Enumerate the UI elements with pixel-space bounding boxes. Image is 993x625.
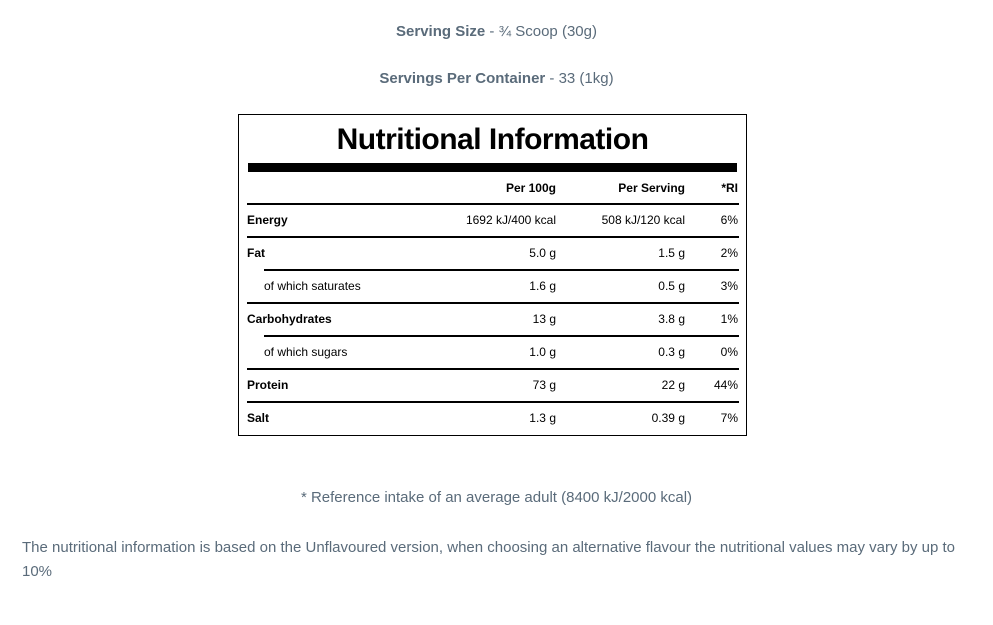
servings-per-container-line: Servings Per Container - 33 (1kg)	[0, 70, 993, 87]
row-ri: 2%	[720, 245, 738, 260]
table-row: Carbohydrates 13 g 3.8 g 1%	[247, 302, 739, 335]
servings-per-container-label: Servings Per Container	[379, 70, 546, 87]
title-divider-bar	[248, 163, 737, 172]
row-ri: 1%	[720, 311, 738, 326]
column-header-per-100g: Per 100g	[505, 180, 556, 195]
table-row: of which sugars 1.0 g 0.3 g 0%	[247, 335, 739, 368]
table-row: Salt 1.3 g 0.39 g 7%	[247, 401, 739, 434]
row-per-serving: 0.3 g	[658, 344, 685, 359]
row-label: Carbohydrates	[247, 311, 332, 326]
servings-per-container-value: - 33 (1kg)	[549, 70, 614, 87]
table-row: of which saturates 1.6 g 0.5 g 3%	[247, 269, 739, 302]
row-per-100g: 1.0 g	[529, 344, 556, 359]
row-label: Fat	[247, 245, 265, 260]
row-label: of which sugars	[264, 344, 348, 359]
flavour-disclaimer: The nutritional information is based on …	[22, 539, 956, 580]
row-per-serving: 22 g	[661, 377, 685, 392]
row-per-serving: 1.5 g	[658, 245, 685, 260]
row-per-serving: 508 kJ/120 kcal	[601, 212, 685, 227]
serving-size-label: Serving Size	[396, 23, 486, 40]
row-per-100g: 5.0 g	[529, 245, 556, 260]
row-per-serving: 3.8 g	[658, 311, 685, 326]
table-body: Per 100g Per Serving *RI Energy 1692 kJ/…	[247, 163, 739, 434]
table-header-row: Per 100g Per Serving *RI	[247, 172, 738, 203]
row-per-100g: 73 g	[532, 377, 556, 392]
row-per-100g: 1692 kJ/400 kcal	[465, 212, 556, 227]
reference-intake-note: * Reference intake of an average adult (…	[300, 489, 693, 506]
column-header-ri: *RI	[721, 180, 738, 195]
row-ri: 6%	[720, 212, 738, 227]
row-ri: 7%	[720, 410, 738, 425]
nutritional-information-table: Nutritional Information Per 100g Per Ser…	[238, 114, 747, 436]
row-label: Energy	[247, 212, 288, 227]
row-per-serving: 0.5 g	[658, 278, 685, 293]
row-per-100g: 1.6 g	[529, 278, 556, 293]
row-label: Protein	[247, 377, 289, 392]
row-ri: 0%	[720, 344, 738, 359]
row-per-100g: 1.3 g	[529, 410, 556, 425]
row-per-100g: 13 g	[532, 311, 556, 326]
row-ri: 3%	[720, 278, 738, 293]
row-per-serving: 0.39 g	[651, 410, 685, 425]
row-ri: 44%	[713, 377, 738, 392]
row-label: Salt	[247, 410, 270, 425]
row-label: of which saturates	[264, 278, 361, 293]
table-title: Nutritional Information	[336, 123, 649, 156]
table-row: Energy 1692 kJ/400 kcal 508 kJ/120 kcal …	[247, 203, 739, 236]
column-header-per-serving: Per Serving	[618, 180, 685, 195]
serving-size-value: - ¾ Scoop (30g)	[489, 23, 597, 40]
table-row: Protein 73 g 22 g 44%	[247, 368, 739, 401]
serving-size-line: Serving Size - ¾ Scoop (30g)	[0, 23, 993, 40]
table-row: Fat 5.0 g 1.5 g 2%	[247, 236, 739, 269]
